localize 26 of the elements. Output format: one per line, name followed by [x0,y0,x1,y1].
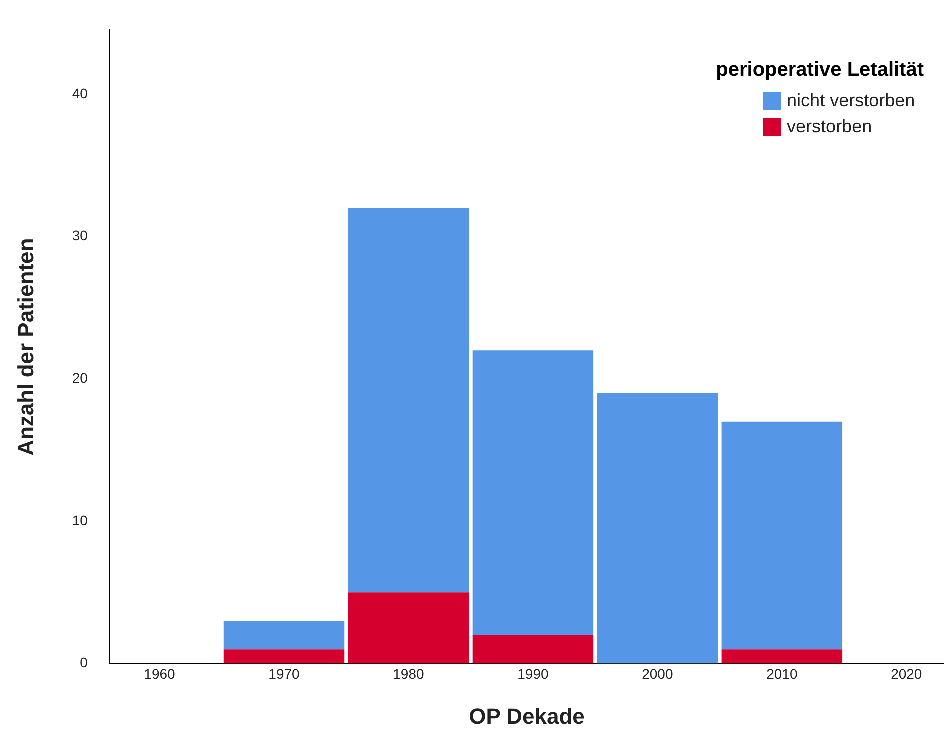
bar [597,393,718,664]
x-tick-label: 2010 [766,666,798,682]
bar [472,350,594,636]
x-tick-label: 1970 [268,666,300,682]
x-tick-label: 1990 [518,666,549,682]
bar [224,621,345,650]
y-tick-label: 30 [72,228,88,244]
x-tick-label: 1960 [144,666,176,682]
y-tick-label: 10 [72,512,88,528]
x-tick-label: 1980 [393,666,425,682]
legend-label: verstorben [787,116,872,136]
legend-title: perioperative Letalität [716,58,924,81]
bar [348,208,470,593]
bar [224,650,345,664]
bar [722,422,843,650]
bar [348,592,470,664]
x-axis-title: OP Dekade [469,704,585,729]
y-tick-label: 20 [72,370,88,386]
bar [722,650,843,664]
y-axis-title: Anzahl der Patienten [13,238,38,456]
x-tick-label: 2000 [642,666,674,682]
y-tick-label: 40 [72,85,88,102]
bar [472,635,594,664]
x-tick-label: 2020 [891,666,922,682]
legend-label: nicht verstorben [787,90,916,110]
y-tick-label: 0 [80,654,88,671]
